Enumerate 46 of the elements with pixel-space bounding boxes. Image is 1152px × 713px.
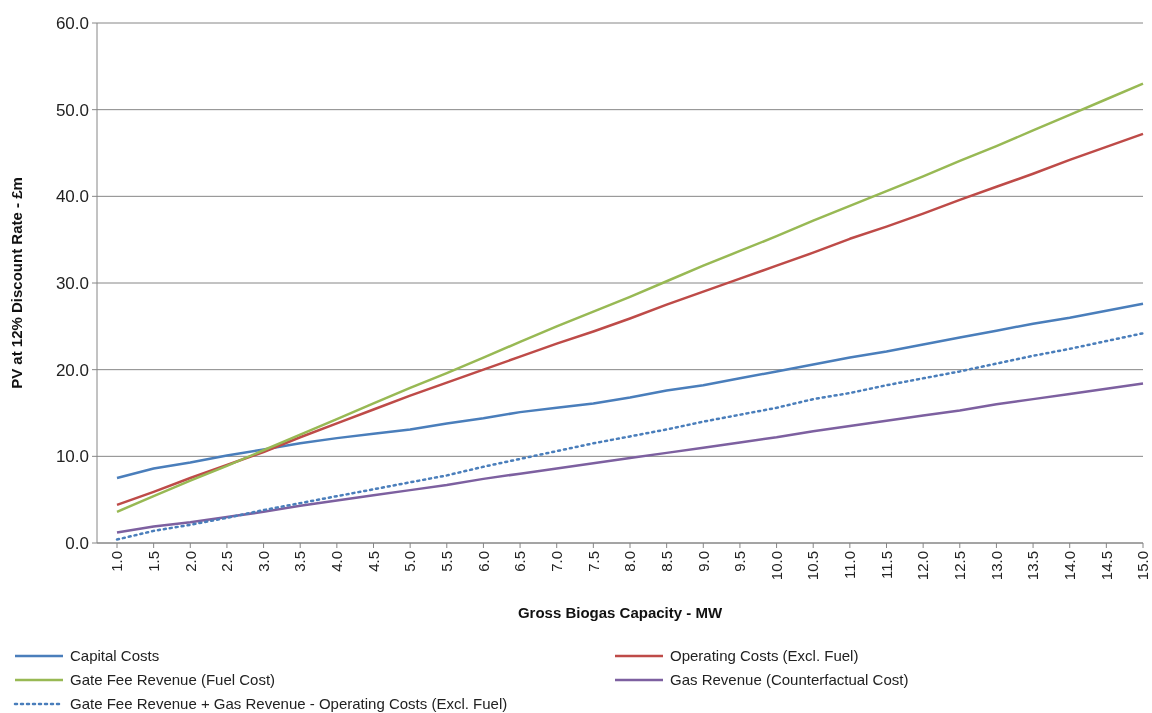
line-series (115, 332, 1145, 541)
x-tick-label: 10.0 (767, 551, 785, 581)
x-tick-label: 11.5 (877, 551, 895, 580)
y-tick-label: 20.0 (55, 360, 89, 380)
x-axis-title: Gross Biogas Capacity - MW (517, 604, 723, 621)
x-tick-label: 2.5 (218, 551, 236, 572)
x-tick-label: 5.0 (401, 551, 419, 572)
x-tick-label: 13.5 (1024, 551, 1042, 581)
x-tick-label: 9.5 (731, 551, 749, 572)
legend-label: Gate Fee Revenue + Gas Revenue - Operating Costs (Excl. Fuel) (70, 695, 508, 713)
y-tick-label: 10.0 (55, 447, 89, 467)
x-tick-label: 13.0 (987, 551, 1005, 581)
x-tick-label: 12.0 (914, 551, 932, 581)
y-tick-label: 0.0 (65, 533, 89, 553)
x-tick-label: 15.0 (1134, 551, 1152, 581)
line-series (115, 382, 1145, 534)
x-tick-label: 6.5 (511, 551, 529, 572)
x-tick-label: 7.0 (547, 551, 565, 572)
legend-label: Gate Fee Revenue (Fuel Cost) (70, 671, 276, 689)
legend-label: Gas Revenue (Counterfactual Cost) (670, 671, 909, 689)
x-tick-label: 9.0 (694, 551, 712, 572)
y-tick-label: 30.0 (55, 273, 89, 293)
x-tick-label: 3.5 (291, 551, 309, 572)
x-tick-label: 3.0 (254, 551, 272, 572)
x-tick-label: 5.5 (438, 551, 456, 572)
legend-label: Capital Costs (70, 647, 160, 665)
y-tick-label: 50.0 (55, 100, 89, 120)
x-tick-label: 4.5 (364, 551, 382, 572)
line-series (115, 302, 1145, 480)
x-tick-label: 6.0 (474, 551, 492, 572)
x-tick-label: 14.0 (1060, 551, 1078, 581)
y-axis-title: PV at 12% Discount Rate - £m (8, 177, 25, 389)
y-tick-label: 40.0 (55, 187, 89, 207)
x-tick-label: 1.5 (144, 551, 162, 572)
x-tick-label: 12.5 (951, 551, 969, 581)
x-tick-label: 10.5 (804, 551, 822, 581)
x-tick-label: 1.0 (108, 551, 126, 572)
x-tick-label: 8.0 (621, 551, 639, 572)
legend-label: Operating Costs (Excl. Fuel) (670, 647, 859, 665)
x-tick-label: 4.0 (328, 551, 346, 572)
y-tick-label: 60.0 (55, 13, 89, 33)
x-tick-label: 8.5 (657, 551, 675, 572)
x-tick-label: 11.0 (841, 551, 859, 580)
x-tick-label: 2.0 (181, 551, 199, 572)
x-tick-label: 14.5 (1097, 551, 1115, 581)
x-tick-label: 7.5 (584, 551, 602, 572)
